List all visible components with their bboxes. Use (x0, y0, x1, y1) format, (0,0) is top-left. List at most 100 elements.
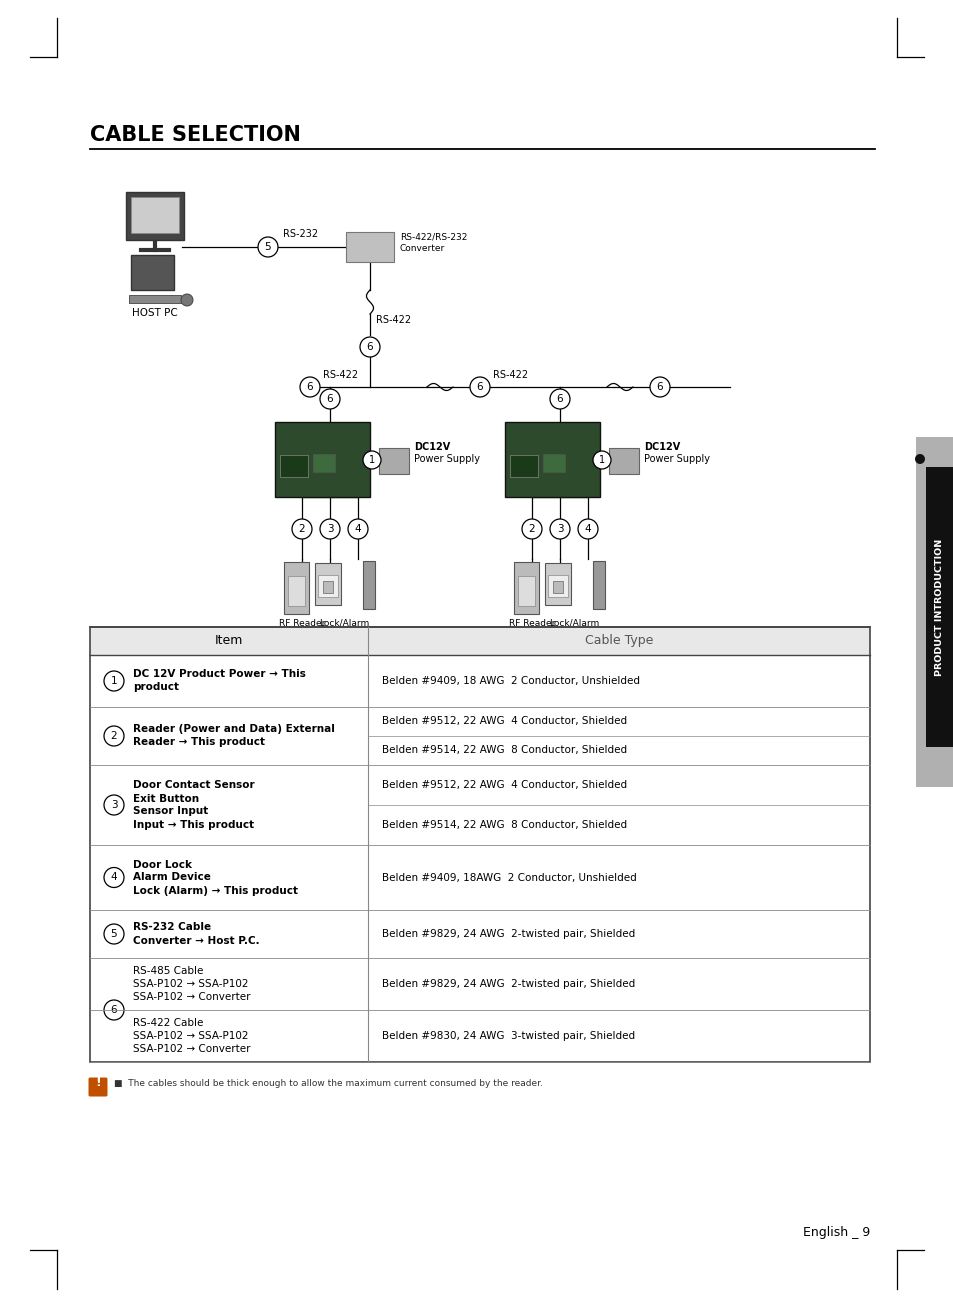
Circle shape (550, 519, 569, 538)
Bar (517, 576, 535, 606)
Text: ■  The cables should be thick enough to allow the maximum current consumed by th: ■ The cables should be thick enough to a… (113, 1078, 542, 1087)
Text: RS-485 Cable: RS-485 Cable (132, 966, 203, 976)
Circle shape (104, 670, 124, 691)
Text: 4: 4 (355, 524, 361, 535)
Text: RS-422: RS-422 (493, 370, 528, 380)
Bar (126, 192, 184, 240)
Bar (504, 422, 599, 497)
Bar (544, 563, 571, 605)
Bar (90, 627, 869, 1063)
FancyBboxPatch shape (89, 1077, 108, 1097)
Text: 6: 6 (656, 382, 662, 392)
Text: Belden #9830, 24 AWG  3-twisted pair, Shielded: Belden #9830, 24 AWG 3-twisted pair, Shi… (381, 1031, 635, 1040)
Text: Converter: Converter (399, 244, 445, 254)
Text: !: ! (95, 1077, 101, 1090)
Bar (346, 233, 394, 261)
Text: 3: 3 (326, 524, 333, 535)
Text: Lock (Alarm) → This product: Lock (Alarm) → This product (132, 886, 297, 895)
Text: RS-422/RS-232: RS-422/RS-232 (399, 233, 467, 240)
Circle shape (104, 795, 124, 816)
Bar (915, 437, 953, 787)
Text: RS-232 Cable: RS-232 Cable (132, 923, 211, 932)
Text: Belden #9829, 24 AWG  2-twisted pair, Shielded: Belden #9829, 24 AWG 2-twisted pair, Shi… (381, 929, 635, 938)
Text: 2: 2 (298, 524, 305, 535)
Text: 4: 4 (584, 524, 591, 535)
Circle shape (181, 294, 193, 306)
Bar (542, 454, 564, 472)
Text: 2: 2 (528, 524, 535, 535)
Text: 5: 5 (264, 242, 271, 252)
Text: Cable Type: Cable Type (584, 634, 653, 647)
Text: SSA-P102 → SSA-P102: SSA-P102 → SSA-P102 (132, 1031, 248, 1040)
Text: Door Lock: Door Lock (132, 860, 192, 869)
Text: Alarm Device: Alarm Device (132, 873, 211, 882)
Bar (593, 561, 604, 609)
Text: RS-422: RS-422 (375, 315, 411, 325)
Bar (280, 455, 308, 477)
Circle shape (550, 389, 569, 409)
Text: Sensor Input: Sensor Input (132, 806, 208, 817)
Bar (317, 575, 337, 597)
Bar (288, 576, 305, 606)
Circle shape (578, 519, 598, 538)
Bar (363, 561, 375, 609)
Text: 6: 6 (111, 1005, 117, 1016)
Text: CABLE SELECTION: CABLE SELECTION (90, 125, 300, 145)
Text: RS-232: RS-232 (283, 229, 317, 239)
Bar (284, 562, 309, 614)
Bar (323, 582, 333, 593)
Text: Power Supply: Power Supply (414, 454, 479, 464)
Text: Belden #9512, 22 AWG  4 Conductor, Shielded: Belden #9512, 22 AWG 4 Conductor, Shield… (381, 716, 626, 727)
Text: Belden #9512, 22 AWG  4 Conductor, Shielded: Belden #9512, 22 AWG 4 Conductor, Shield… (381, 780, 626, 789)
Text: 5: 5 (111, 929, 117, 938)
Text: Exit Button/Sensor Input: Exit Button/Sensor Input (267, 630, 393, 639)
Bar (131, 255, 173, 290)
Text: 6: 6 (557, 393, 562, 404)
Circle shape (348, 519, 368, 538)
Text: Belden #9409, 18 AWG  2 Conductor, Unshielded: Belden #9409, 18 AWG 2 Conductor, Unshie… (381, 676, 639, 686)
Circle shape (104, 868, 124, 887)
Bar (553, 582, 562, 593)
Text: 1: 1 (369, 455, 375, 465)
Text: 6: 6 (306, 382, 313, 392)
Bar (131, 197, 179, 233)
Circle shape (104, 725, 124, 746)
Text: product: product (132, 682, 179, 693)
Text: 6: 6 (476, 382, 483, 392)
Text: DC12V: DC12V (643, 442, 679, 452)
Bar (313, 454, 335, 472)
Text: Reader (Power and Data) External: Reader (Power and Data) External (132, 724, 335, 735)
Bar (608, 448, 639, 474)
Circle shape (257, 237, 277, 257)
Text: Lock/Alarm: Lock/Alarm (548, 620, 598, 627)
Text: DC 12V Product Power → This: DC 12V Product Power → This (132, 669, 306, 680)
Text: Belden #9829, 24 AWG  2-twisted pair, Shielded: Belden #9829, 24 AWG 2-twisted pair, Shi… (381, 979, 635, 989)
Circle shape (104, 1000, 124, 1019)
Text: Belden #9409, 18AWG  2 Conductor, Unshielded: Belden #9409, 18AWG 2 Conductor, Unshiel… (381, 873, 636, 882)
Text: Door Contact Sensor: Door Contact Sensor (132, 780, 254, 791)
Text: Exit Button: Exit Button (132, 793, 199, 804)
Bar (378, 448, 409, 474)
Text: SSA-P102 → SSA-P102: SSA-P102 → SSA-P102 (132, 979, 248, 989)
Text: 3: 3 (557, 524, 562, 535)
Circle shape (104, 924, 124, 944)
Text: 4: 4 (111, 873, 117, 882)
Circle shape (319, 389, 339, 409)
Text: 1: 1 (598, 455, 604, 465)
Circle shape (359, 337, 379, 357)
Circle shape (914, 454, 924, 464)
Bar (547, 575, 567, 597)
Bar (925, 467, 953, 748)
Text: 6: 6 (326, 393, 333, 404)
Text: Lock/Alarm: Lock/Alarm (318, 620, 369, 627)
Text: Input → This product: Input → This product (132, 819, 253, 830)
Circle shape (521, 519, 541, 538)
Text: 3: 3 (111, 800, 117, 810)
Text: English _ 9: English _ 9 (801, 1226, 869, 1239)
Text: Exit Button/Sensor Input: Exit Button/Sensor Input (497, 630, 622, 639)
Text: Belden #9514, 22 AWG  8 Conductor, Shielded: Belden #9514, 22 AWG 8 Conductor, Shield… (381, 819, 626, 830)
Text: Reader → This product: Reader → This product (132, 737, 265, 748)
Text: HOST PC: HOST PC (132, 308, 177, 318)
Circle shape (649, 376, 669, 397)
Bar (129, 295, 181, 303)
